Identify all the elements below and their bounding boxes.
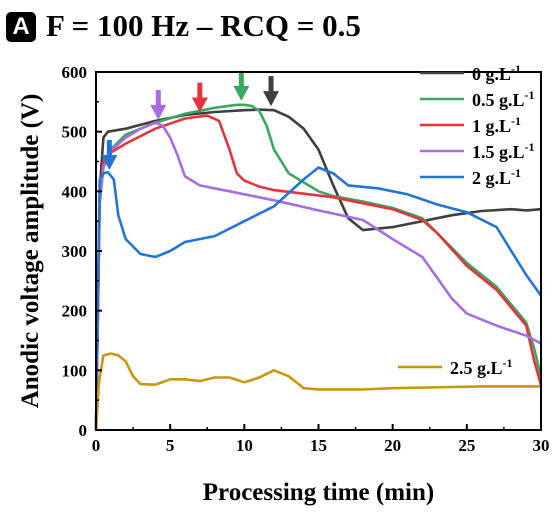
x-tick-label: 0 (92, 436, 101, 455)
y-tick-label: 500 (62, 123, 88, 142)
legend-label: 0.5 g.L-1 (472, 88, 535, 110)
series-line-0-g-l (94, 108, 542, 431)
x-axis-label: Processing time (min) (203, 479, 434, 506)
series-line-2-5-g-l (94, 352, 541, 431)
y-tick-label: 100 (62, 361, 88, 380)
plot-arrows (101, 70, 280, 171)
y-tick-label: 0 (79, 421, 88, 440)
y-tick-label: 200 (62, 302, 88, 321)
legend-label: 0 g.L-1 (472, 62, 521, 84)
series-line-2-g-l (94, 166, 543, 431)
legend-label: 2 g.L-1 (472, 166, 521, 188)
plot-lines (94, 103, 543, 431)
x-tick-label: 5 (166, 436, 175, 455)
series-line-1-g-l (94, 114, 543, 431)
legend: 0 g.L-1 0.5 g.L-1 1 g.L-1 1.5 g.L-1 2 g.L-1 2… (398, 62, 535, 378)
peak-arrow-marker (191, 82, 208, 113)
peak-arrow-marker (263, 76, 280, 107)
y-tick-label: 300 (62, 242, 88, 261)
x-tick-label: 25 (458, 436, 475, 455)
x-tick-label: 10 (236, 436, 253, 455)
peak-arrow-marker (150, 89, 167, 120)
legend-label: 1.5 g.L-1 (472, 140, 535, 162)
series-line-1-5-g-l (94, 121, 542, 431)
x-tick-label: 20 (384, 436, 401, 455)
x-axis-ticks: 0 5 10 15 20 25 30 (92, 424, 550, 455)
x-tick-label: 30 (533, 436, 550, 455)
y-axis-label: Anodic voltage amplitude (V) (17, 94, 44, 409)
x-tick-label: 15 (310, 436, 327, 455)
y-tick-label: 400 (62, 182, 88, 201)
y-tick-label: 600 (62, 63, 88, 82)
series-label: 2.5 g.L-1 (450, 356, 513, 378)
legend-label: 1 g.L-1 (472, 114, 521, 136)
peak-arrow-marker (101, 140, 118, 171)
chart-title: F = 100 Hz – RCQ = 0.5 (46, 8, 361, 43)
y-axis-ticks: 0 100 200 300 400 500 600 (62, 63, 102, 440)
panel-label: A (6, 12, 36, 42)
peak-arrow-marker (233, 70, 250, 101)
